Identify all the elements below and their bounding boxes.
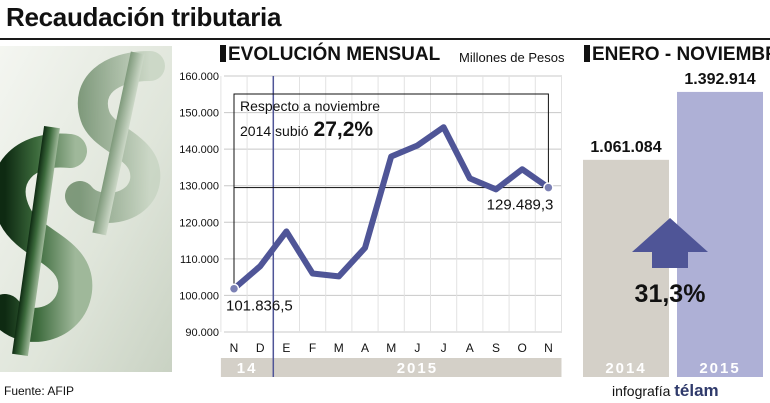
end-marker [543, 182, 554, 193]
line-chart-title-text: EVOLUCIÓN MENSUAL [228, 44, 441, 65]
x-tick-label: A [466, 341, 474, 355]
arrow-up-icon [632, 218, 708, 268]
bar-category-label: 2015 [699, 360, 740, 377]
y-tick-label: 90.000 [185, 327, 219, 339]
year-label: 2015 [397, 360, 438, 377]
arrow-shape [632, 218, 708, 268]
y-tick-label: 140.000 [179, 144, 219, 156]
title-divider [0, 38, 770, 40]
bar-value-label: 1.392.914 [684, 71, 755, 88]
y-tick-label: 100.000 [179, 290, 219, 302]
x-tick-label: M [386, 341, 396, 355]
x-tick-label: F [309, 341, 316, 355]
bar-value-label: 1.061.084 [590, 139, 661, 156]
year-strip-cell [273, 358, 562, 377]
change-label: 31,3% [635, 280, 706, 308]
first-value-label: 101.836,5 [226, 298, 293, 315]
series-markers [228, 182, 554, 294]
series-line [231, 124, 552, 292]
brand-logo: télam [674, 381, 719, 400]
year-strip: 14 2015 [220, 358, 562, 377]
y-tick-label: 110.000 [180, 254, 219, 266]
x-tick-label: J [441, 341, 447, 355]
annotation-line1: Respecto a noviembre [240, 98, 380, 114]
year-label: 14 [237, 360, 258, 377]
title-marker [220, 45, 226, 62]
end-marker [228, 283, 240, 294]
last-value-label: 129.489,3 [487, 197, 554, 214]
bar-category-label: 2014 [605, 360, 646, 377]
year-strip-cell [220, 358, 274, 377]
x-tick-label: D [256, 341, 265, 355]
x-tick-label: M [334, 341, 344, 355]
y-tick-label: 120.000 [179, 217, 219, 229]
bar-chart-title-text: ENERO - NOVIEMBRE [592, 44, 770, 65]
credit-prefix: infografía [612, 383, 671, 399]
y-tick-label: 160.000 [179, 71, 219, 83]
x-tick-label: S [492, 341, 500, 355]
units-label: Millones de Pesos [459, 50, 565, 65]
bars: 1.061.084 2014 1.392.914 2015 [583, 71, 763, 377]
annotation-value: 27,2% [314, 118, 374, 141]
title-marker [584, 45, 590, 62]
y-tick-label: 130.000 [179, 181, 219, 193]
y-tick-label: 150.000 [179, 108, 219, 120]
bar [583, 159, 669, 377]
y-axis: 90.000 100.000 110.000 120.000 130.000 140.00… [179, 71, 219, 339]
annotation-line2-text: 2014 subió [240, 123, 309, 139]
x-tick-label: E [282, 341, 290, 355]
bar-chart-title: ENERO - NOVIEMBRE [584, 44, 770, 66]
bar [677, 91, 763, 377]
dollar-sign-icon [0, 46, 172, 372]
line-chart: 90.000 100.000 110.000 120.000 130.000 140.00… [179, 71, 562, 377]
x-tick-label: N [230, 341, 239, 355]
credit: infografía télam [612, 381, 719, 401]
line-chart-title: EVOLUCIÓN MENSUAL [220, 44, 440, 66]
x-tick-label: N [544, 341, 553, 355]
source-label: Fuente: AFIP [4, 384, 75, 398]
page-title: Recaudación tributaria [6, 2, 282, 32]
bar-chart: 1.061.084 2014 1.392.914 2015 31,3% [583, 71, 763, 377]
x-tick-label: A [361, 341, 369, 355]
x-tick-label: J [414, 341, 420, 355]
annotation-line2: 2014 subió 27,2% [240, 118, 373, 141]
x-tick-label: O [518, 341, 527, 355]
